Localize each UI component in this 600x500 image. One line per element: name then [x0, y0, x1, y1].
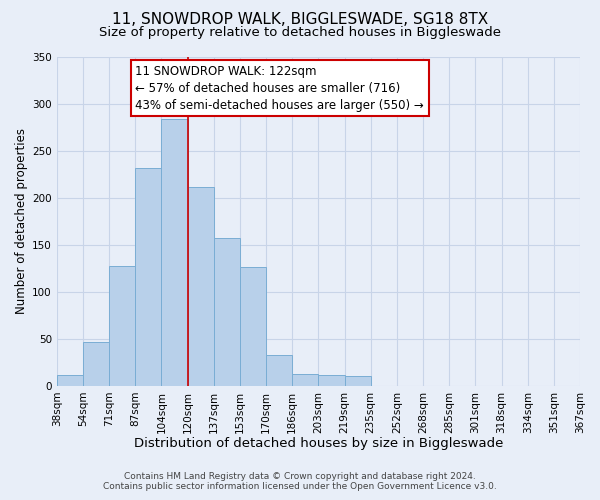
Bar: [240, 268, 266, 386]
Bar: [57, 376, 83, 386]
Bar: [292, 374, 319, 386]
Text: Size of property relative to detached houses in Biggleswade: Size of property relative to detached ho…: [99, 26, 501, 39]
Bar: [344, 376, 371, 386]
Bar: [188, 188, 214, 386]
Bar: [319, 374, 344, 386]
Bar: [214, 238, 240, 386]
Bar: [109, 266, 135, 386]
Text: 11 SNOWDROP WALK: 122sqm
← 57% of detached houses are smaller (716)
43% of semi-: 11 SNOWDROP WALK: 122sqm ← 57% of detach…: [135, 64, 424, 112]
Bar: [83, 342, 109, 386]
Text: Contains HM Land Registry data © Crown copyright and database right 2024.
Contai: Contains HM Land Registry data © Crown c…: [103, 472, 497, 491]
Y-axis label: Number of detached properties: Number of detached properties: [15, 128, 28, 314]
Text: 11, SNOWDROP WALK, BIGGLESWADE, SG18 8TX: 11, SNOWDROP WALK, BIGGLESWADE, SG18 8TX: [112, 12, 488, 28]
Bar: [266, 355, 292, 386]
Bar: [135, 168, 161, 386]
X-axis label: Distribution of detached houses by size in Biggleswade: Distribution of detached houses by size …: [134, 437, 503, 450]
Bar: [161, 118, 188, 386]
